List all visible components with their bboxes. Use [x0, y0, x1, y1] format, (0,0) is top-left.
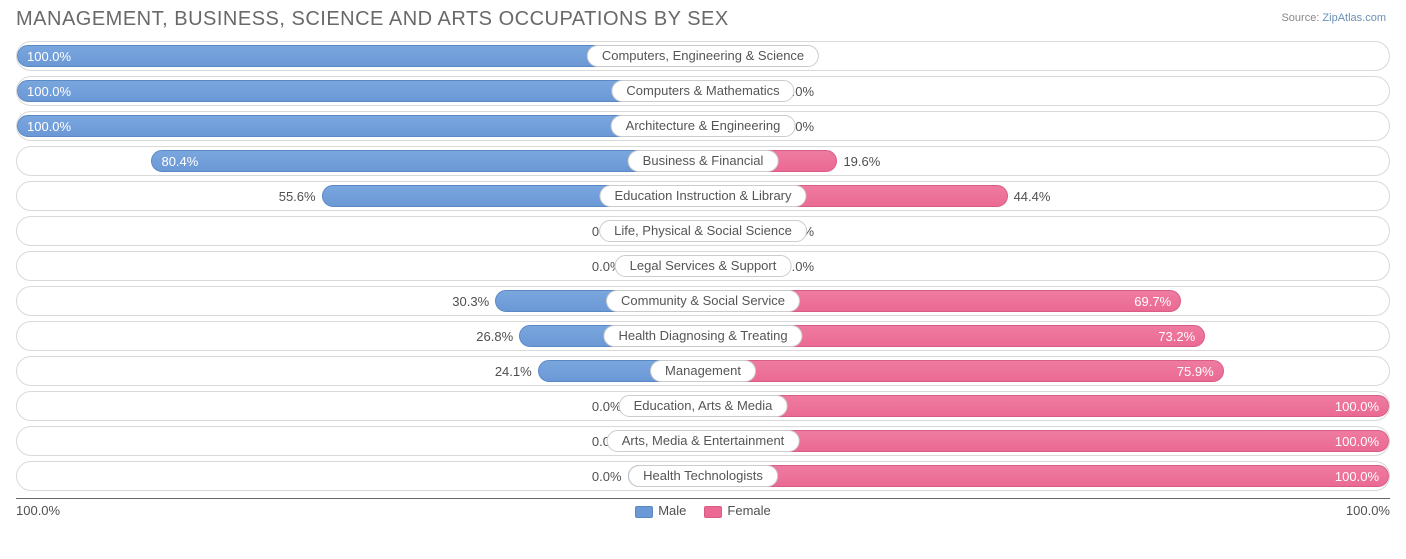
female-half: 75.9% [703, 357, 1389, 385]
female-pct-label: 100.0% [703, 427, 1389, 455]
female-pct-label: 44.4% [1008, 182, 1389, 210]
female-half: 100.0% [703, 392, 1389, 420]
chart-row: 100.0% 0.0%Computers & Mathematics [16, 76, 1390, 106]
chart-row: 100.0% 0.0%Architecture & Engineering [16, 111, 1390, 141]
male-pct-label: 0.0% [17, 217, 628, 245]
category-label: Architecture & Engineering [611, 115, 796, 137]
category-label: Education Instruction & Library [599, 185, 806, 207]
chart-row: 80.4% 19.6% Business & Financial [16, 146, 1390, 176]
chart-row: 30.3% 69.7%Community & Social Service [16, 286, 1390, 316]
male-half: 100.0% [17, 112, 703, 140]
female-half: 100.0% [703, 427, 1389, 455]
male-pct-label: 30.3% [17, 287, 495, 315]
male-swatch-icon [635, 506, 653, 518]
legend: Male Female [635, 503, 771, 518]
male-pct-label: 26.8% [17, 322, 519, 350]
category-label: Computers & Mathematics [611, 80, 794, 102]
female-swatch-icon [704, 506, 722, 518]
male-pct-label: 100.0% [17, 77, 703, 105]
female-pct-label: 100.0% [703, 462, 1389, 490]
male-pct-label: 100.0% [17, 112, 703, 140]
male-half: 0.0% [17, 427, 703, 455]
diverging-bar-chart: 100.0%0.0%Computers, Engineering & Scien… [16, 41, 1390, 499]
female-pct-label: 100.0% [703, 392, 1389, 420]
male-half: 0.0% [17, 252, 703, 280]
category-label: Health Diagnosing & Treating [603, 325, 802, 347]
female-pct-label: 0.0% [778, 42, 1389, 70]
category-label: Arts, Media & Entertainment [607, 430, 800, 452]
chart-row: 0.0% 100.0%Arts, Media & Entertainment [16, 426, 1390, 456]
male-pct-label: 24.1% [17, 357, 538, 385]
chart-title: MANAGEMENT, BUSINESS, SCIENCE AND ARTS O… [16, 8, 729, 31]
female-half: 69.7% [703, 287, 1389, 315]
female-half: 73.2% [703, 322, 1389, 350]
male-pct-label: 55.6% [17, 182, 322, 210]
male-pct-label: 0.0% [17, 392, 628, 420]
category-label: Legal Services & Support [615, 255, 792, 277]
female-half: 19.6% [703, 147, 1389, 175]
female-half: 0.0% [703, 252, 1389, 280]
chart-row: 0.0% 100.0%Education, Arts & Media [16, 391, 1390, 421]
category-label: Business & Financial [628, 150, 779, 172]
male-half: 26.8% [17, 322, 703, 350]
female-pct-label: 0.0% [778, 112, 1389, 140]
male-half: 30.3% [17, 287, 703, 315]
category-label: Education, Arts & Media [619, 395, 788, 417]
female-pct-label: 0.0% [778, 77, 1389, 105]
axis-left-label: 100.0% [16, 503, 60, 518]
male-pct-label: 0.0% [17, 462, 628, 490]
male-pct-label: 0.0% [17, 252, 628, 280]
chart-row: 0.0% 0.0%Life, Physical & Social Science [16, 216, 1390, 246]
category-label: Computers, Engineering & Science [587, 45, 819, 67]
legend-male: Male [635, 503, 686, 518]
source-link[interactable]: ZipAtlas.com [1322, 12, 1386, 24]
category-label: Health Technologists [628, 465, 778, 487]
legend-female-label: Female [727, 503, 770, 518]
male-half: 0.0% [17, 462, 703, 490]
female-half: 100.0% [703, 462, 1389, 490]
female-half: 0.0% [703, 112, 1389, 140]
male-half: 100.0% [17, 77, 703, 105]
legend-female: Female [704, 503, 770, 518]
female-half: 0.0% [703, 77, 1389, 105]
legend-male-label: Male [658, 503, 686, 518]
category-label: Community & Social Service [606, 290, 800, 312]
chart-footer: 100.0% Male Female 100.0% [16, 499, 1390, 518]
male-pct-label: 80.4% [151, 147, 703, 175]
male-half: 80.4% [17, 147, 703, 175]
chart-row: 100.0%0.0%Computers, Engineering & Scien… [16, 41, 1390, 71]
chart-row: 26.8% 73.2%Health Diagnosing & Treating [16, 321, 1390, 351]
male-half: 0.0% [17, 392, 703, 420]
category-label: Management [650, 360, 756, 382]
male-pct-label: 0.0% [17, 427, 628, 455]
axis-right-label: 100.0% [1346, 503, 1390, 518]
male-half: 24.1% [17, 357, 703, 385]
chart-row: 55.6% 44.4% Education Instruction & Librar… [16, 181, 1390, 211]
chart-header: MANAGEMENT, BUSINESS, SCIENCE AND ARTS O… [16, 8, 1390, 31]
category-label: Life, Physical & Social Science [599, 220, 807, 242]
female-pct-label: 19.6% [837, 147, 1389, 175]
chart-row: 24.1% 75.9%Management [16, 356, 1390, 386]
female-pct-label: 75.9% [703, 357, 1224, 385]
female-pct-label: 0.0% [778, 252, 1389, 280]
female-pct-label: 0.0% [778, 217, 1389, 245]
chart-row: 0.0% 100.0%Health Technologists [16, 461, 1390, 491]
source-attribution: Source: ZipAtlas.com [1281, 12, 1386, 24]
chart-row: 0.0% 0.0%Legal Services & Support [16, 251, 1390, 281]
source-prefix: Source: [1281, 12, 1322, 24]
